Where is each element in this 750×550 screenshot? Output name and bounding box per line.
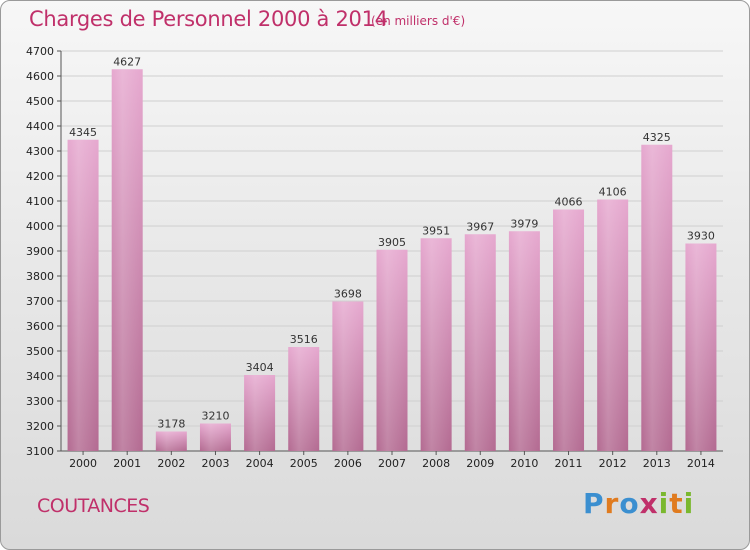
- value-label: 3516: [290, 333, 318, 346]
- value-label: 3698: [334, 288, 362, 301]
- y-tick-label: 3600: [26, 320, 54, 333]
- value-label: 3979: [510, 217, 538, 230]
- y-tick-label: 4700: [26, 45, 54, 58]
- y-tick-label: 4500: [26, 95, 54, 108]
- x-tick-label: 2001: [113, 457, 141, 470]
- x-tick-label: 2009: [466, 457, 494, 470]
- bar-highlight: [641, 144, 673, 451]
- y-tick-label: 3500: [26, 345, 54, 358]
- chart-title: Charges de Personnel 2000 à 2014: [29, 7, 388, 31]
- y-tick-label: 3100: [26, 445, 54, 458]
- y-tick-label: 3900: [26, 245, 54, 258]
- bar-highlight: [464, 234, 496, 451]
- value-labels: 4345 4627 3178 3210 3404 3516 3698 3905 3951 3967…: [69, 55, 715, 430]
- y-tick-labels: 3100 3200 3300 3400 3500 3600 3700 3800 3900 4000…: [26, 45, 54, 458]
- value-label: 3905: [378, 236, 406, 249]
- bar-highlight: [420, 238, 452, 451]
- value-label: 3404: [246, 361, 274, 374]
- logo-letter: r: [604, 487, 620, 520]
- bar-highlight: [67, 139, 99, 451]
- y-tick-label: 4200: [26, 170, 54, 183]
- bar-highlight: [155, 431, 187, 451]
- bar-highlight: [597, 199, 629, 451]
- x-tick-label: 2006: [334, 457, 362, 470]
- y-tick-label: 3300: [26, 395, 54, 408]
- y-tick-label: 3700: [26, 295, 54, 308]
- x-tick-label: 2011: [555, 457, 583, 470]
- y-tick-label: 4100: [26, 195, 54, 208]
- x-tick-label: 2008: [422, 457, 450, 470]
- x-tick-label: 2002: [157, 457, 185, 470]
- value-label: 3930: [687, 230, 715, 243]
- logo-letter: P: [583, 487, 605, 520]
- x-tick-label: 2010: [510, 457, 538, 470]
- x-tick-labels: 2000 2001 2002 2003 2004 2005 2006 2007 2008 2009…: [69, 451, 715, 470]
- value-label: 4627: [113, 55, 141, 68]
- x-tick-label: 2007: [378, 457, 406, 470]
- logo-letter: t: [669, 487, 684, 520]
- x-tick-label: 2003: [201, 457, 229, 470]
- x-tick-label: 2013: [643, 457, 671, 470]
- value-label: 4325: [643, 131, 671, 144]
- chart-subtitle: (en milliers d'€): [371, 14, 466, 28]
- y-tick-label: 3200: [26, 420, 54, 433]
- y-tick-label: 4400: [26, 120, 54, 133]
- bar-highlight: [244, 375, 276, 451]
- bar-highlight: [199, 423, 231, 451]
- bars: [67, 69, 717, 451]
- x-tick-label: 2000: [69, 457, 97, 470]
- logo-letter: i: [658, 487, 670, 520]
- y-tick-label: 4000: [26, 220, 54, 233]
- y-tick-label: 4300: [26, 145, 54, 158]
- logo-letter: o: [619, 487, 640, 520]
- value-label: 4345: [69, 126, 97, 139]
- city-name: COUTANCES: [37, 495, 150, 517]
- value-label: 4106: [599, 186, 627, 199]
- x-tick-label: 2005: [290, 457, 318, 470]
- value-label: 3967: [466, 220, 494, 233]
- bar-highlight: [508, 231, 540, 451]
- x-tick-label: 2004: [246, 457, 274, 470]
- bar-highlight: [111, 69, 143, 451]
- bar-highlight: [332, 301, 364, 451]
- bar-highlight: [553, 209, 585, 451]
- bar-highlight: [376, 249, 408, 451]
- x-tick-label: 2012: [599, 457, 627, 470]
- y-tick-label: 3800: [26, 270, 54, 283]
- value-label: 3951: [422, 224, 450, 237]
- bar-highlight: [685, 243, 717, 451]
- value-label: 3178: [157, 418, 185, 431]
- bar-highlight: [288, 347, 320, 451]
- x-tick-label: 2014: [687, 457, 715, 470]
- y-tick-label: 3400: [26, 370, 54, 383]
- logo-letter: x: [639, 487, 659, 520]
- value-label: 3210: [201, 410, 229, 423]
- value-label: 4066: [555, 196, 583, 209]
- y-tick-label: 4600: [26, 70, 54, 83]
- proxiti-logo: Proxiti: [583, 487, 694, 520]
- logo-letter: i: [683, 487, 695, 520]
